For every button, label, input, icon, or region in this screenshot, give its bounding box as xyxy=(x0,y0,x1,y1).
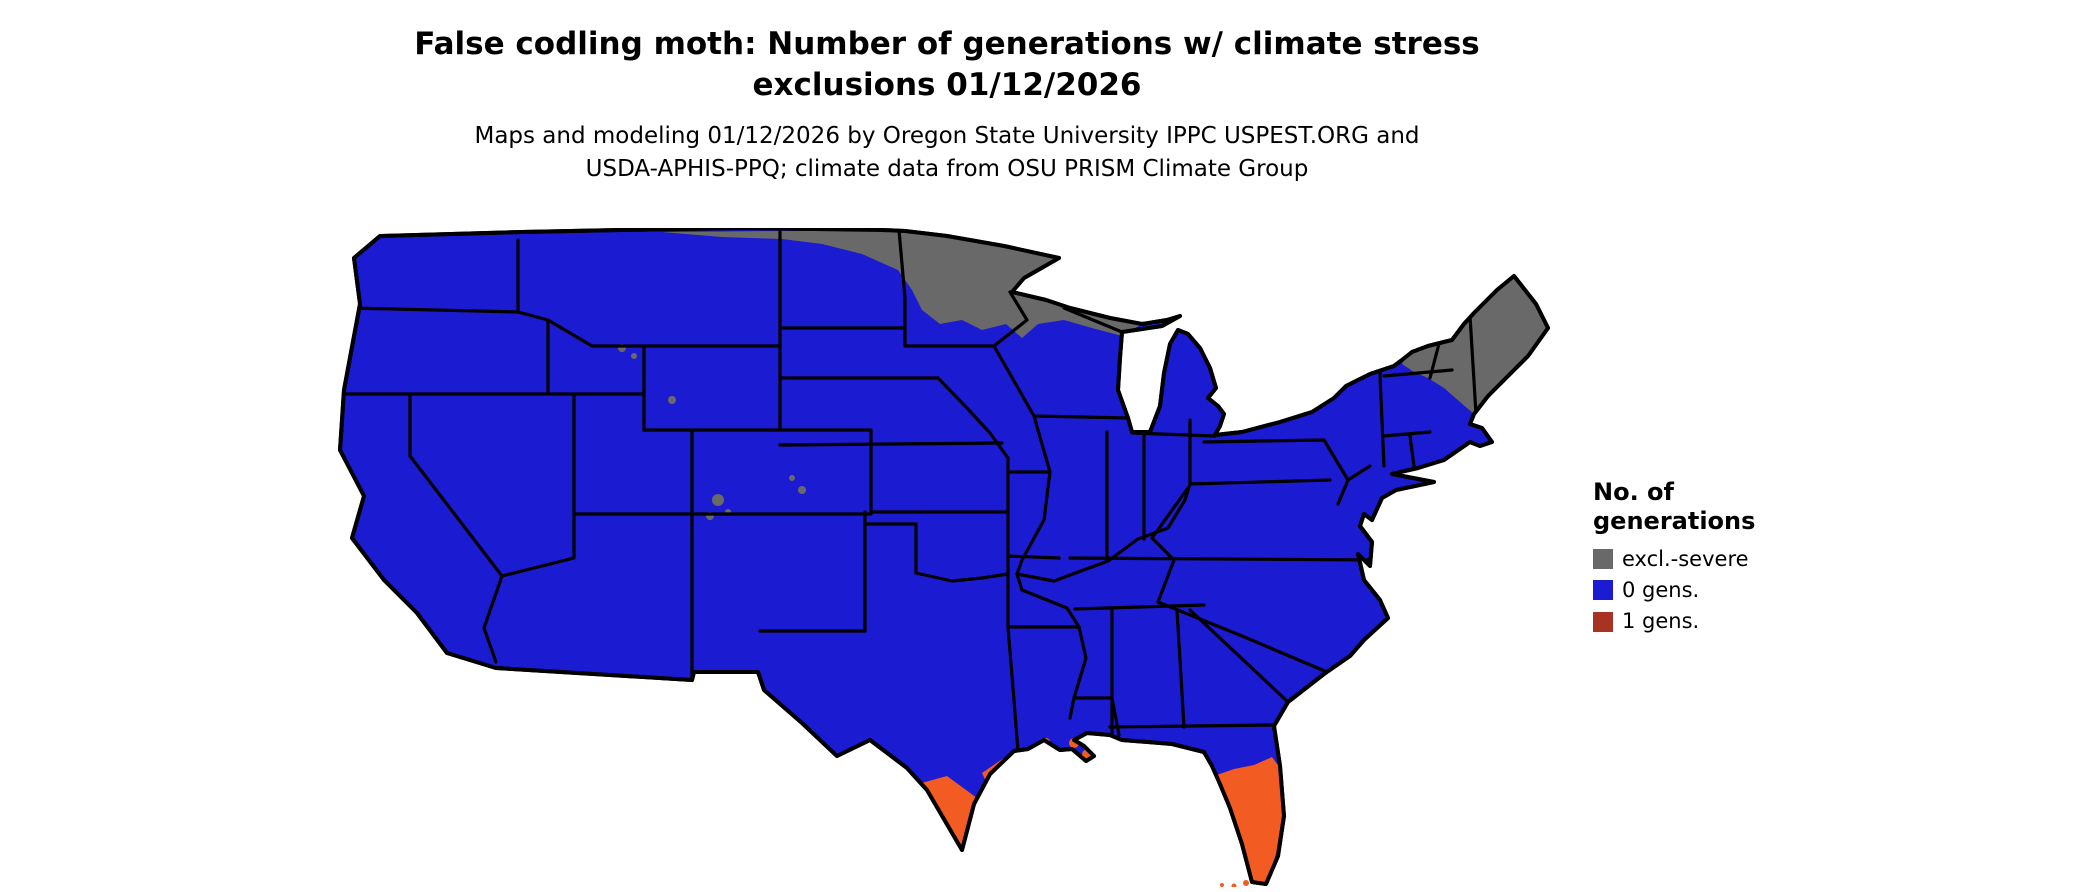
legend-label-one-gen: 1 gens. xyxy=(1622,608,1700,633)
legend-swatch-one-gen xyxy=(1593,611,1613,632)
legend-title: No. of generations xyxy=(1593,478,1755,537)
state-borders xyxy=(340,228,1478,753)
legend-items: excl.-severe 0 gens. 1 gens. xyxy=(1593,547,1755,635)
state-borders-east xyxy=(1068,314,1478,703)
map-legend: No. of generations excl.-severe 0 gens. … xyxy=(1593,478,1755,640)
figure-subtitle-line1: Maps and modeling 01/12/2026 by Oregon S… xyxy=(474,123,1420,149)
legend-label-zero-gens: 0 gens. xyxy=(1622,577,1700,602)
figure-title-line1: False codling moth: Number of generation… xyxy=(414,26,1480,62)
legend-label-exclusion: excl.-severe xyxy=(1622,546,1749,571)
figure-title-line2: exclusions 01/12/2026 xyxy=(752,66,1142,103)
florida-keys xyxy=(1220,880,1249,887)
state-borders-midwest-south xyxy=(992,306,1276,737)
legend-swatch-exclusion xyxy=(1593,549,1613,570)
state-borders-west xyxy=(340,228,873,682)
legend-title-line2: generations xyxy=(1593,507,1756,536)
figure-subtitle: Maps and modeling 01/12/2026 by Oregon S… xyxy=(474,120,1419,187)
legend-item-one-gen: 1 gens. xyxy=(1593,609,1755,634)
national-outline xyxy=(338,228,1550,886)
figure-subtitle-line2: USDA-APHIS-PPQ; climate data from OSU PR… xyxy=(585,156,1309,183)
us-map xyxy=(338,228,1550,887)
figure-title: False codling moth: Number of generation… xyxy=(414,24,1480,106)
legend-title-line1: No. of xyxy=(1593,478,1674,506)
legend-swatch-zero-gens xyxy=(1593,580,1613,601)
state-borders-plains xyxy=(758,228,1081,753)
legend-item-zero-gens: 0 gens. xyxy=(1593,578,1755,603)
legend-item-exclusion: excl.-severe xyxy=(1593,547,1755,572)
